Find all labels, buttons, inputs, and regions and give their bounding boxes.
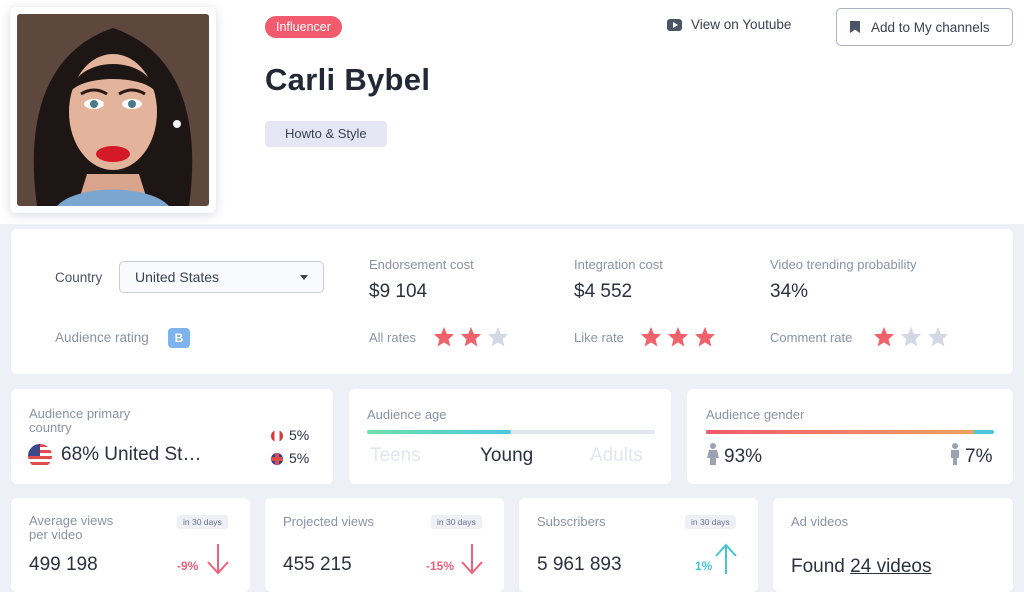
projected-views-card: Projected views in 30 days 455 215 -15% xyxy=(265,498,504,592)
all-rates-stars xyxy=(433,326,509,347)
age-teens-label: Teens xyxy=(370,445,421,466)
projected-views-value: 455 215 xyxy=(283,554,352,575)
audience-country-label-line2: country xyxy=(29,420,72,435)
male-percent: 7% xyxy=(965,446,993,467)
age-young-label: Young xyxy=(480,445,534,466)
arrow-up-icon xyxy=(715,543,737,574)
country-label: Country xyxy=(55,270,103,285)
avatar-frame xyxy=(10,7,216,213)
category-tag[interactable]: Howto & Style xyxy=(265,121,387,147)
uk-flag-icon xyxy=(271,453,283,465)
average-views-card: Average views per video in 30 days 499 1… xyxy=(11,498,250,592)
average-views-label-line2: per video xyxy=(29,527,83,542)
channel-name: Carli Bybel xyxy=(265,62,431,97)
stats-card: Country United States Audience rating B … xyxy=(11,229,1013,374)
arrow-down-icon xyxy=(207,544,229,575)
integration-cost-value: $4 552 xyxy=(574,281,633,302)
ad-videos-label: Ad videos xyxy=(791,514,849,529)
star-icon xyxy=(433,326,455,347)
comment-rate-label: Comment rate xyxy=(770,330,853,345)
audience-age-card: Audience age Teens Young Adults xyxy=(349,389,671,484)
view-on-youtube-link[interactable]: View on Youtube xyxy=(667,17,791,32)
average-views-label: Average views per video xyxy=(29,514,113,542)
gender-bar-fill xyxy=(706,430,974,434)
profile-header: Influencer Carli Bybel Howto & Style Vie… xyxy=(0,0,1024,224)
trending-probability-value: 34% xyxy=(770,281,809,302)
ad-videos-card: Ad videos Found 24 videos xyxy=(773,498,1013,592)
average-views-value: 499 198 xyxy=(29,554,98,575)
like-rate-label: Like rate xyxy=(574,330,624,345)
average-views-change: -9% xyxy=(177,559,199,573)
star-icon xyxy=(640,326,662,347)
avatar xyxy=(17,14,209,206)
arrow-down-icon xyxy=(461,544,483,575)
star-icon xyxy=(667,326,689,347)
projected-views-period: in 30 days xyxy=(431,515,482,529)
country-select[interactable]: United States xyxy=(119,261,324,293)
add-to-my-channels-button[interactable]: Add to My channels xyxy=(836,8,1013,46)
star-icon xyxy=(694,326,716,347)
audience-country-value: 68% United St… xyxy=(61,444,202,465)
canada-percent: 5% xyxy=(289,427,310,443)
ad-videos-prefix: Found xyxy=(791,556,845,577)
star-icon xyxy=(460,326,482,347)
subscribers-period: in 30 days xyxy=(685,515,736,529)
ad-videos-link[interactable]: 24 videos xyxy=(850,556,932,577)
all-rates-label: All rates xyxy=(369,330,416,345)
chevron-down-icon xyxy=(300,275,308,280)
female-person-icon xyxy=(707,443,719,465)
add-button-label: Add to My channels xyxy=(871,19,990,35)
endorsement-cost-value: $9 104 xyxy=(369,281,428,302)
youtube-icon xyxy=(667,18,682,31)
view-on-youtube-label: View on Youtube xyxy=(691,17,792,32)
integration-cost-label: Integration cost xyxy=(574,257,663,272)
average-views-label-line1: Average views xyxy=(29,513,114,528)
star-icon xyxy=(927,326,949,347)
subscribers-card: Subscribers in 30 days 5 961 893 1% xyxy=(519,498,758,592)
projected-views-label: Projected views xyxy=(283,514,375,529)
average-views-period: in 30 days xyxy=(177,515,228,529)
star-icon xyxy=(900,326,922,347)
male-person-icon xyxy=(951,443,959,465)
star-icon xyxy=(873,326,895,347)
age-bar-track xyxy=(367,430,655,434)
bookmark-icon xyxy=(850,21,860,33)
audience-country-label-line1: Audience primary xyxy=(29,406,131,421)
audience-rating-badge: B xyxy=(168,328,190,348)
subscribers-change: 1% xyxy=(695,559,713,573)
usa-flag-icon xyxy=(28,444,52,468)
like-rate-stars xyxy=(640,326,716,347)
age-adults-label: Adults xyxy=(590,445,643,466)
endorsement-cost-label: Endorsement cost xyxy=(369,257,474,272)
audience-country-label: Audience primary country xyxy=(29,407,130,435)
audience-gender-label: Audience gender xyxy=(706,407,805,422)
audience-country-card: Audience primary country 68% United St… … xyxy=(11,389,333,484)
audience-gender-card: Audience gender 93% 7% xyxy=(687,389,1013,484)
subscribers-value: 5 961 893 xyxy=(537,554,622,575)
female-percent: 93% xyxy=(724,446,763,467)
comment-rate-stars xyxy=(873,326,949,347)
uk-percent: 5% xyxy=(289,450,310,466)
canada-flag-icon xyxy=(271,430,283,442)
ad-videos-found: Found 24 videos xyxy=(791,556,932,578)
age-bar-fill xyxy=(367,430,511,434)
trending-probability-label: Video trending probability xyxy=(770,257,917,272)
projected-views-change: -15% xyxy=(426,559,455,573)
audience-rating-label: Audience rating xyxy=(55,330,149,345)
subscribers-label: Subscribers xyxy=(537,514,606,529)
star-icon xyxy=(487,326,509,347)
country-select-value: United States xyxy=(135,269,220,285)
audience-age-label: Audience age xyxy=(367,407,447,422)
influencer-badge: Influencer xyxy=(265,16,342,38)
